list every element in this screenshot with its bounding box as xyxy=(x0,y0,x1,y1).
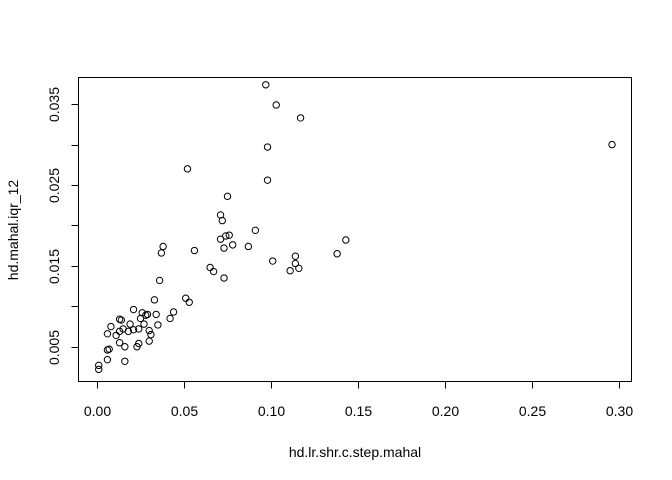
data-point xyxy=(129,326,138,334)
data-point xyxy=(121,343,129,351)
data-point xyxy=(157,249,166,257)
data-point xyxy=(263,143,272,151)
data-point xyxy=(112,331,120,340)
data-point xyxy=(155,276,164,285)
data-point xyxy=(145,326,153,335)
data-point xyxy=(115,315,124,323)
data-point xyxy=(216,235,225,243)
data-point xyxy=(135,325,143,333)
data-point xyxy=(129,305,138,314)
data-point xyxy=(115,339,124,347)
data-point xyxy=(291,259,300,268)
data-point xyxy=(95,361,103,370)
x-tick-label: 0.30 xyxy=(606,403,633,419)
data-point xyxy=(166,314,174,323)
data-point xyxy=(269,257,277,265)
x-axis-label: hd.lr.shr.c.step.mahal xyxy=(289,444,421,460)
data-point xyxy=(225,231,233,239)
data-point xyxy=(342,236,350,244)
data-point xyxy=(223,192,232,201)
data-point xyxy=(145,337,153,345)
data-point xyxy=(143,310,152,319)
x-tick-label: 0.10 xyxy=(258,403,285,419)
data-point xyxy=(222,232,230,240)
data-point xyxy=(152,310,160,319)
data-point xyxy=(608,140,616,149)
data-point xyxy=(182,294,190,302)
data-point xyxy=(296,114,305,122)
data-point xyxy=(124,327,133,336)
x-axis: 0.00 0.05 0.10 0.15 0.20 0.25 0.30 xyxy=(84,381,633,419)
data-point xyxy=(135,339,143,348)
data-point xyxy=(95,365,103,374)
data-point xyxy=(244,242,253,251)
data-point xyxy=(140,320,148,328)
data-point xyxy=(295,264,303,273)
plot-frame xyxy=(78,77,632,382)
data-point xyxy=(262,81,270,89)
data-point xyxy=(154,321,162,329)
data-point xyxy=(209,267,218,276)
data-point xyxy=(147,330,155,339)
y-tick-label: 0.015 xyxy=(46,249,62,284)
x-tick-label: 0.25 xyxy=(519,403,546,419)
data-point xyxy=(291,252,300,260)
data-point xyxy=(169,308,178,316)
data-point xyxy=(229,241,237,249)
data-point xyxy=(121,357,129,365)
data-point xyxy=(150,296,159,304)
data-point xyxy=(263,176,272,184)
x-tick-label: 0.15 xyxy=(345,403,372,419)
y-axis-label: hd.mahal.iqr_12 xyxy=(5,180,21,281)
data-point xyxy=(185,298,193,306)
data-point xyxy=(333,250,341,258)
x-tick-label: 0.20 xyxy=(432,403,459,419)
x-tick-label: 0.05 xyxy=(171,403,198,419)
data-point xyxy=(286,267,294,275)
data-point xyxy=(272,101,280,109)
data-points xyxy=(95,81,616,374)
data-point xyxy=(107,322,115,331)
y-tick-label: 0.025 xyxy=(46,168,62,203)
data-point xyxy=(220,274,228,282)
data-point xyxy=(190,246,199,255)
data-point xyxy=(159,242,167,251)
data-point xyxy=(251,226,260,235)
data-point xyxy=(103,355,112,364)
y-axis: 0.005 0.015 0.025 0.035 xyxy=(46,87,79,365)
data-point xyxy=(218,216,226,225)
data-point xyxy=(220,244,228,252)
data-point xyxy=(105,345,113,353)
x-tick-label: 0.00 xyxy=(84,403,111,419)
data-point xyxy=(206,263,214,272)
y-tick-label: 0.035 xyxy=(46,87,62,122)
data-point xyxy=(103,330,112,338)
data-point xyxy=(183,165,192,173)
y-tick-label: 0.005 xyxy=(46,330,62,365)
data-point xyxy=(126,320,134,328)
